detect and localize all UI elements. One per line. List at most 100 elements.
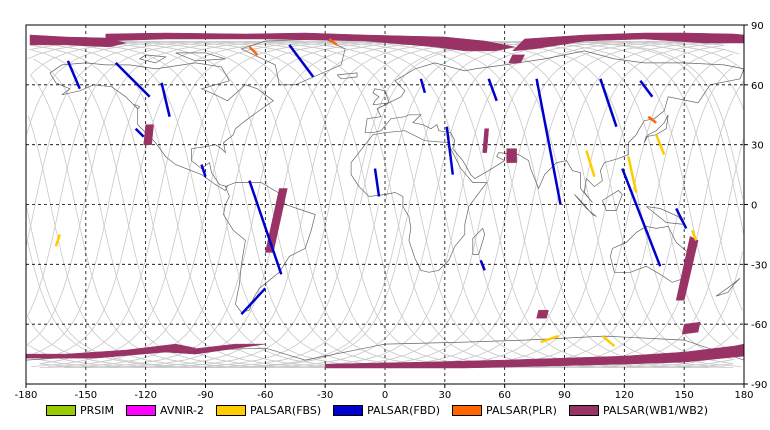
orbit-track (27, 115, 435, 369)
y-tick-label: 0 (751, 201, 757, 212)
legend: PRSIM AVNIR-2 PALSAR(FBS) PALSAR(FBD) PA… (46, 402, 720, 418)
x-tick-label: -150 (74, 390, 97, 401)
legend-label: AVNIR-2 (160, 403, 204, 417)
orbit-track (33, 58, 484, 369)
legend-swatch (452, 404, 483, 416)
orbit-track (328, 40, 743, 311)
axis-ticks: -180 -150 -120 -90 -60 -30 0 30 60 90 120 150 180 90 6… (15, 21, 768, 401)
acquisition-track-palsar-fbd- (487, 78, 498, 102)
x-tick-label: 180 (734, 390, 753, 401)
orbit-track (40, 204, 330, 369)
coverage-band-palsar-wb1-wb2- (143, 124, 154, 145)
coverage-band-palsar-wb1-wb2- (536, 309, 549, 319)
x-tick-label: 150 (675, 390, 694, 401)
orbit-track (255, 40, 735, 361)
orbit-track (34, 40, 737, 369)
orbit-track (29, 40, 744, 369)
legend-swatch (215, 404, 246, 416)
x-tick-label: -30 (317, 390, 333, 401)
orbit-track (39, 204, 159, 365)
orbit-track (31, 204, 183, 367)
coverage-band-palsar-wb1-wb2- (508, 54, 526, 64)
y-tick-label: 90 (751, 21, 764, 32)
orbit-track (157, 40, 734, 368)
orbit-track (27, 204, 355, 369)
legend-item-palsar-wb: PALSAR(WB1/WB2) (568, 403, 709, 417)
x-tick-label: -60 (257, 390, 273, 401)
orbit-track (605, 44, 725, 205)
y-tick-label: -60 (751, 320, 767, 331)
acquisition-track-palsar-fbd- (248, 180, 283, 275)
legend-swatch (568, 404, 599, 416)
acquisition-track-palsar-fbd- (479, 259, 486, 271)
orbit-track (30, 204, 110, 356)
coastline (472, 227, 486, 255)
coverage-band-palsar-wb1-wb2- (324, 343, 744, 369)
orbit-track (556, 42, 708, 205)
orbit-track (55, 204, 208, 367)
acquisition-track-palsar-fbd- (240, 287, 267, 316)
orbit-track (580, 42, 733, 205)
legend-swatch (333, 404, 364, 416)
orbit-track (30, 40, 680, 369)
orbit-track (132, 40, 709, 368)
orbit-track (26, 204, 85, 346)
orbit-track (26, 204, 61, 317)
orbit-track (46, 42, 582, 369)
orbit-track (26, 204, 36, 246)
coverage-band-palsar-wb1-wb2- (506, 148, 517, 163)
coastline (132, 104, 141, 110)
acquisition-track-palsar-fbd- (639, 80, 654, 98)
acquisition-track-palsar-fbs- (540, 334, 559, 344)
y-tick-label: 30 (751, 141, 764, 152)
orbit-track (83, 40, 733, 369)
orbit-track (38, 204, 134, 361)
orbit-track (107, 40, 725, 369)
acquisition-track-palsar-fbd- (134, 127, 145, 138)
coastline (175, 52, 226, 62)
x-tick-label: 0 (382, 390, 388, 401)
acquisition-track-palsar-fbd- (419, 78, 427, 94)
acquisition-track-palsar-fbs- (54, 234, 62, 247)
acquisition-track-palsar-fbs- (585, 150, 596, 177)
acquisition-track-palsar-fbd- (599, 78, 618, 128)
acquisition-track-palsar-fbd- (621, 168, 662, 267)
coastline (350, 130, 488, 273)
acquisition-track-palsar-fbs- (690, 229, 698, 241)
orbit-track (727, 139, 744, 205)
coastline (715, 278, 741, 297)
legend-swatch (126, 404, 156, 416)
legend-label: PALSAR(WB1/WB2) (602, 403, 709, 417)
coastline (602, 190, 623, 211)
orbit-track (30, 41, 607, 369)
coastline (138, 54, 167, 64)
orbit-track (629, 48, 726, 205)
coastline (336, 72, 358, 80)
coverage-band-palsar-wb1-wb2- (29, 34, 126, 48)
acquisition-track-palsar-fbs- (655, 134, 666, 156)
acquisition-track-palsar-plr- (647, 115, 657, 124)
orbit-track (39, 204, 306, 369)
acquisition-track-palsar-fbd- (288, 44, 315, 78)
orbit-track (54, 44, 558, 369)
coverage-band-palsar-wb1-wb2- (105, 32, 515, 52)
orbit-track (458, 40, 724, 205)
orbit-track (30, 44, 533, 369)
orbit-track (54, 41, 631, 369)
coverage-band-palsar-wb1-wb2- (26, 343, 196, 359)
x-tick-label: -120 (134, 390, 157, 401)
orbit-track (654, 53, 734, 205)
coastline (372, 88, 390, 106)
legend-item-prsim: PRSIM (46, 404, 114, 417)
y-tick-label: 60 (751, 81, 764, 92)
acquisition-track-palsar-fbd- (675, 207, 688, 229)
x-tick-label: -180 (15, 390, 38, 401)
coastline (574, 194, 597, 217)
acquisition-track-palsar-fbd- (114, 62, 151, 98)
coverage-band-palsar-wb1-wb2- (165, 343, 266, 355)
orbit-track (304, 40, 739, 340)
orbit-track (38, 40, 656, 369)
x-tick-label: 120 (615, 390, 634, 401)
orbit-track (26, 40, 743, 369)
